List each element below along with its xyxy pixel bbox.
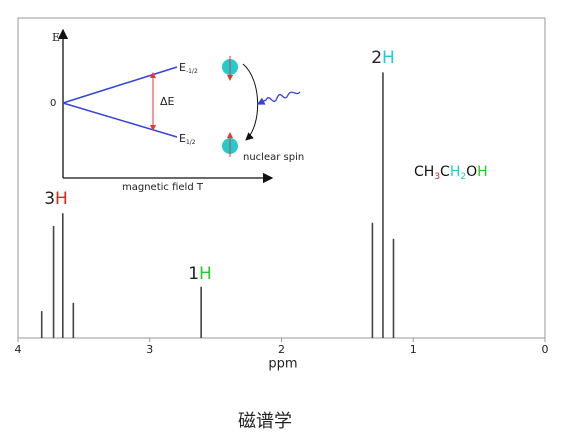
inset-label: E-1/2	[179, 61, 198, 75]
x-tick-label: 4	[15, 343, 22, 356]
inset-label: 0	[50, 98, 56, 109]
energy-line	[62, 102, 178, 138]
x-axis-label: ppm	[268, 357, 297, 372]
formula: CH3CH2OH	[414, 164, 488, 182]
peak-annotation: 2H	[371, 48, 395, 68]
x-tick-label: 3	[146, 343, 153, 356]
peak-annotation: 1H	[188, 264, 212, 284]
inset-label: -1/2	[186, 68, 198, 75]
annotation-atom: H	[382, 48, 395, 68]
formula-part: CH	[414, 164, 434, 180]
energy-line	[62, 66, 178, 104]
caption: 磁谱学	[238, 411, 292, 432]
annotation-atom: H	[55, 189, 68, 209]
x-tick-label: 1	[410, 343, 417, 356]
formula-part: H	[450, 164, 461, 180]
inset-label: E	[52, 31, 60, 44]
x-tick-label: 2	[278, 343, 285, 356]
annotation-count: 1	[188, 264, 199, 284]
peak-annotation: 3H	[44, 189, 68, 209]
formula-part: 3	[434, 172, 440, 182]
x-tick-label: 0	[542, 343, 549, 356]
inset-label: E1/2	[179, 132, 196, 146]
inset-label: 1/2	[186, 139, 196, 146]
formula-part: O	[466, 164, 477, 180]
inset-label: E	[179, 61, 186, 74]
annotation-count: 3	[44, 189, 55, 209]
formula-part: H	[477, 164, 488, 180]
inset-diagram: E 0 E-1/2 E1/2 ΔE nuclear spin magnetic …	[50, 28, 304, 193]
annotation-count: 2	[371, 48, 382, 68]
annotation-atom: H	[199, 264, 212, 284]
photon-wave	[256, 91, 301, 105]
formula-part: C	[440, 164, 450, 180]
formula-part: 2	[460, 172, 466, 182]
inset-label: nuclear spin	[243, 152, 304, 163]
inset-label: ΔE	[160, 95, 175, 108]
inset-label: magnetic field T	[122, 182, 204, 193]
transition-arrow	[242, 63, 259, 141]
inset-label: E	[179, 132, 186, 145]
